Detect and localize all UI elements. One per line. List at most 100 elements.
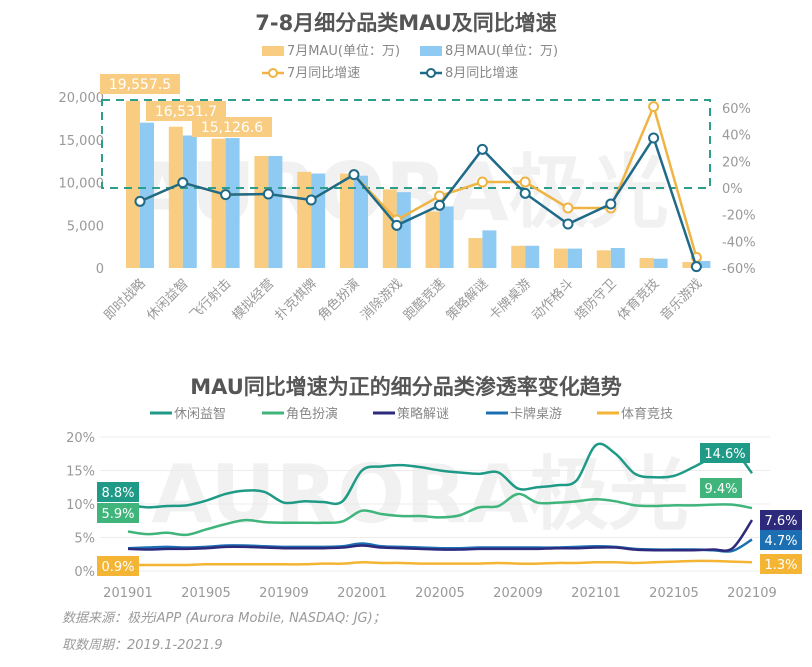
series-line-体育竞技 (128, 559, 753, 567)
legend-swatch (262, 46, 284, 56)
bar-jul (297, 171, 312, 268)
end-label-bg (760, 554, 802, 574)
x-axis-tick: 201905 (181, 586, 231, 601)
start-label: 0.9% (101, 560, 134, 575)
bar-jul (554, 248, 568, 268)
right-axis-tick: 60% (722, 102, 751, 117)
watermark: AURORA极光 (151, 448, 689, 541)
line-marker (519, 176, 531, 188)
y-axis-tick: 5% (74, 532, 95, 547)
end-label: 14.6% (704, 447, 745, 462)
data-label: 15,126.6 (201, 120, 263, 136)
line-marker (262, 188, 274, 200)
right-axis-tick: 0% (722, 182, 743, 197)
left-axis-tick: 5,000 (67, 219, 104, 234)
x-axis-tick: 202109 (727, 586, 777, 601)
bar-aug (354, 175, 368, 268)
line-marker (348, 169, 360, 181)
line-marker (434, 190, 446, 202)
right-axis-tick: -40% (722, 235, 756, 250)
bar-jul (168, 126, 183, 269)
category-label: 动作格斗 (529, 276, 577, 324)
end-label-bg (760, 510, 802, 530)
line-marker (690, 261, 702, 273)
legend-label: 卡牌桌游 (510, 406, 562, 422)
category-label: 策略解谜 (443, 276, 491, 324)
series-line-角色扮演 (127, 492, 753, 537)
line-marker (605, 198, 617, 210)
bar-jul (682, 262, 697, 268)
left-axis-tick: 10,000 (59, 177, 105, 192)
legend-swatch (420, 46, 442, 56)
category-label: 飞行射击 (186, 276, 234, 324)
bar-jul (340, 173, 354, 268)
x-axis-tick: 202105 (649, 586, 699, 601)
series-line-休闲益智 (127, 442, 753, 509)
bar-aug (610, 247, 625, 268)
category-label: 跑酷竞速 (400, 276, 448, 324)
category-label: 消除游戏 (358, 276, 405, 323)
x-axis-tick: 201909 (259, 586, 309, 601)
bar-aug (482, 230, 497, 268)
line-marker (391, 219, 403, 231)
start-label-bg (97, 503, 139, 523)
bar-jul (596, 250, 611, 268)
data-period-note: 取数周期：2019.1-2021.9 (62, 638, 223, 653)
bar-aug (525, 245, 540, 268)
line-marker (648, 132, 660, 144)
line-marker (305, 194, 317, 206)
left-axis-tick: 15,000 (59, 134, 105, 149)
line-marker (648, 101, 660, 113)
x-axis-tick: 202009 (493, 586, 543, 601)
end-label: 1.3% (764, 558, 797, 573)
left-axis-tick: 0 (96, 262, 104, 277)
end-label: 9.4% (704, 482, 737, 497)
legend-label: 体育竞技 (621, 406, 673, 422)
data-label-bg (100, 74, 180, 94)
start-label-bg (97, 482, 139, 502)
legend-label: 策略解谜 (397, 406, 449, 422)
category-label: 休闲益智 (144, 276, 191, 323)
data-label: 16,531.7 (155, 104, 217, 120)
data-label: 19,557.5 (109, 77, 171, 93)
end-label-bg (760, 530, 802, 550)
line-marker (562, 202, 574, 214)
line-marker (476, 143, 488, 155)
line-marker (562, 218, 574, 230)
line-marker (177, 177, 189, 189)
bar-jul (468, 238, 483, 268)
left-axis-tick: 20,000 (59, 91, 105, 106)
category-label: 即时战略 (101, 276, 149, 324)
data-source-note: 数据来源：极光iAPP (Aurora Mobile, NASDAQ: JG)； (62, 611, 386, 626)
category-label: 卡牌桌游 (486, 276, 534, 324)
data-label-bg (192, 117, 272, 137)
bar-jul (254, 155, 269, 268)
end-label-bg (700, 443, 750, 463)
end-label-bg (700, 478, 742, 498)
category-label: 塔防守卫 (572, 276, 620, 324)
end-label: 7.6% (764, 514, 797, 529)
bar-aug (268, 155, 283, 268)
legend-marker (426, 68, 436, 78)
category-label: 音乐游戏 (657, 276, 705, 324)
right-axis-tick: 40% (722, 129, 751, 144)
data-label-bg (146, 101, 226, 121)
series-line-策略解谜 (127, 519, 754, 552)
bar-aug (140, 122, 154, 269)
end-label: 4.7% (764, 534, 797, 549)
category-label: 角色扮演 (315, 276, 363, 324)
y-axis-tick: 20% (66, 431, 95, 446)
y-axis-tick: 15% (66, 465, 95, 480)
bar-jul (639, 257, 654, 268)
x-axis-tick: 201901 (103, 586, 153, 601)
category-label: 体育竞技 (614, 276, 662, 324)
line-marker (134, 195, 146, 207)
bar-aug (225, 138, 240, 268)
legend-label: 8月同比增速 (445, 66, 518, 81)
line-marker (220, 189, 232, 201)
legend-label: 角色扮演 (286, 406, 338, 422)
x-axis-tick: 202001 (337, 586, 387, 601)
right-axis-tick: -60% (722, 262, 756, 277)
x-axis-tick: 202005 (415, 586, 465, 601)
category-label: 模拟经营 (230, 276, 277, 323)
